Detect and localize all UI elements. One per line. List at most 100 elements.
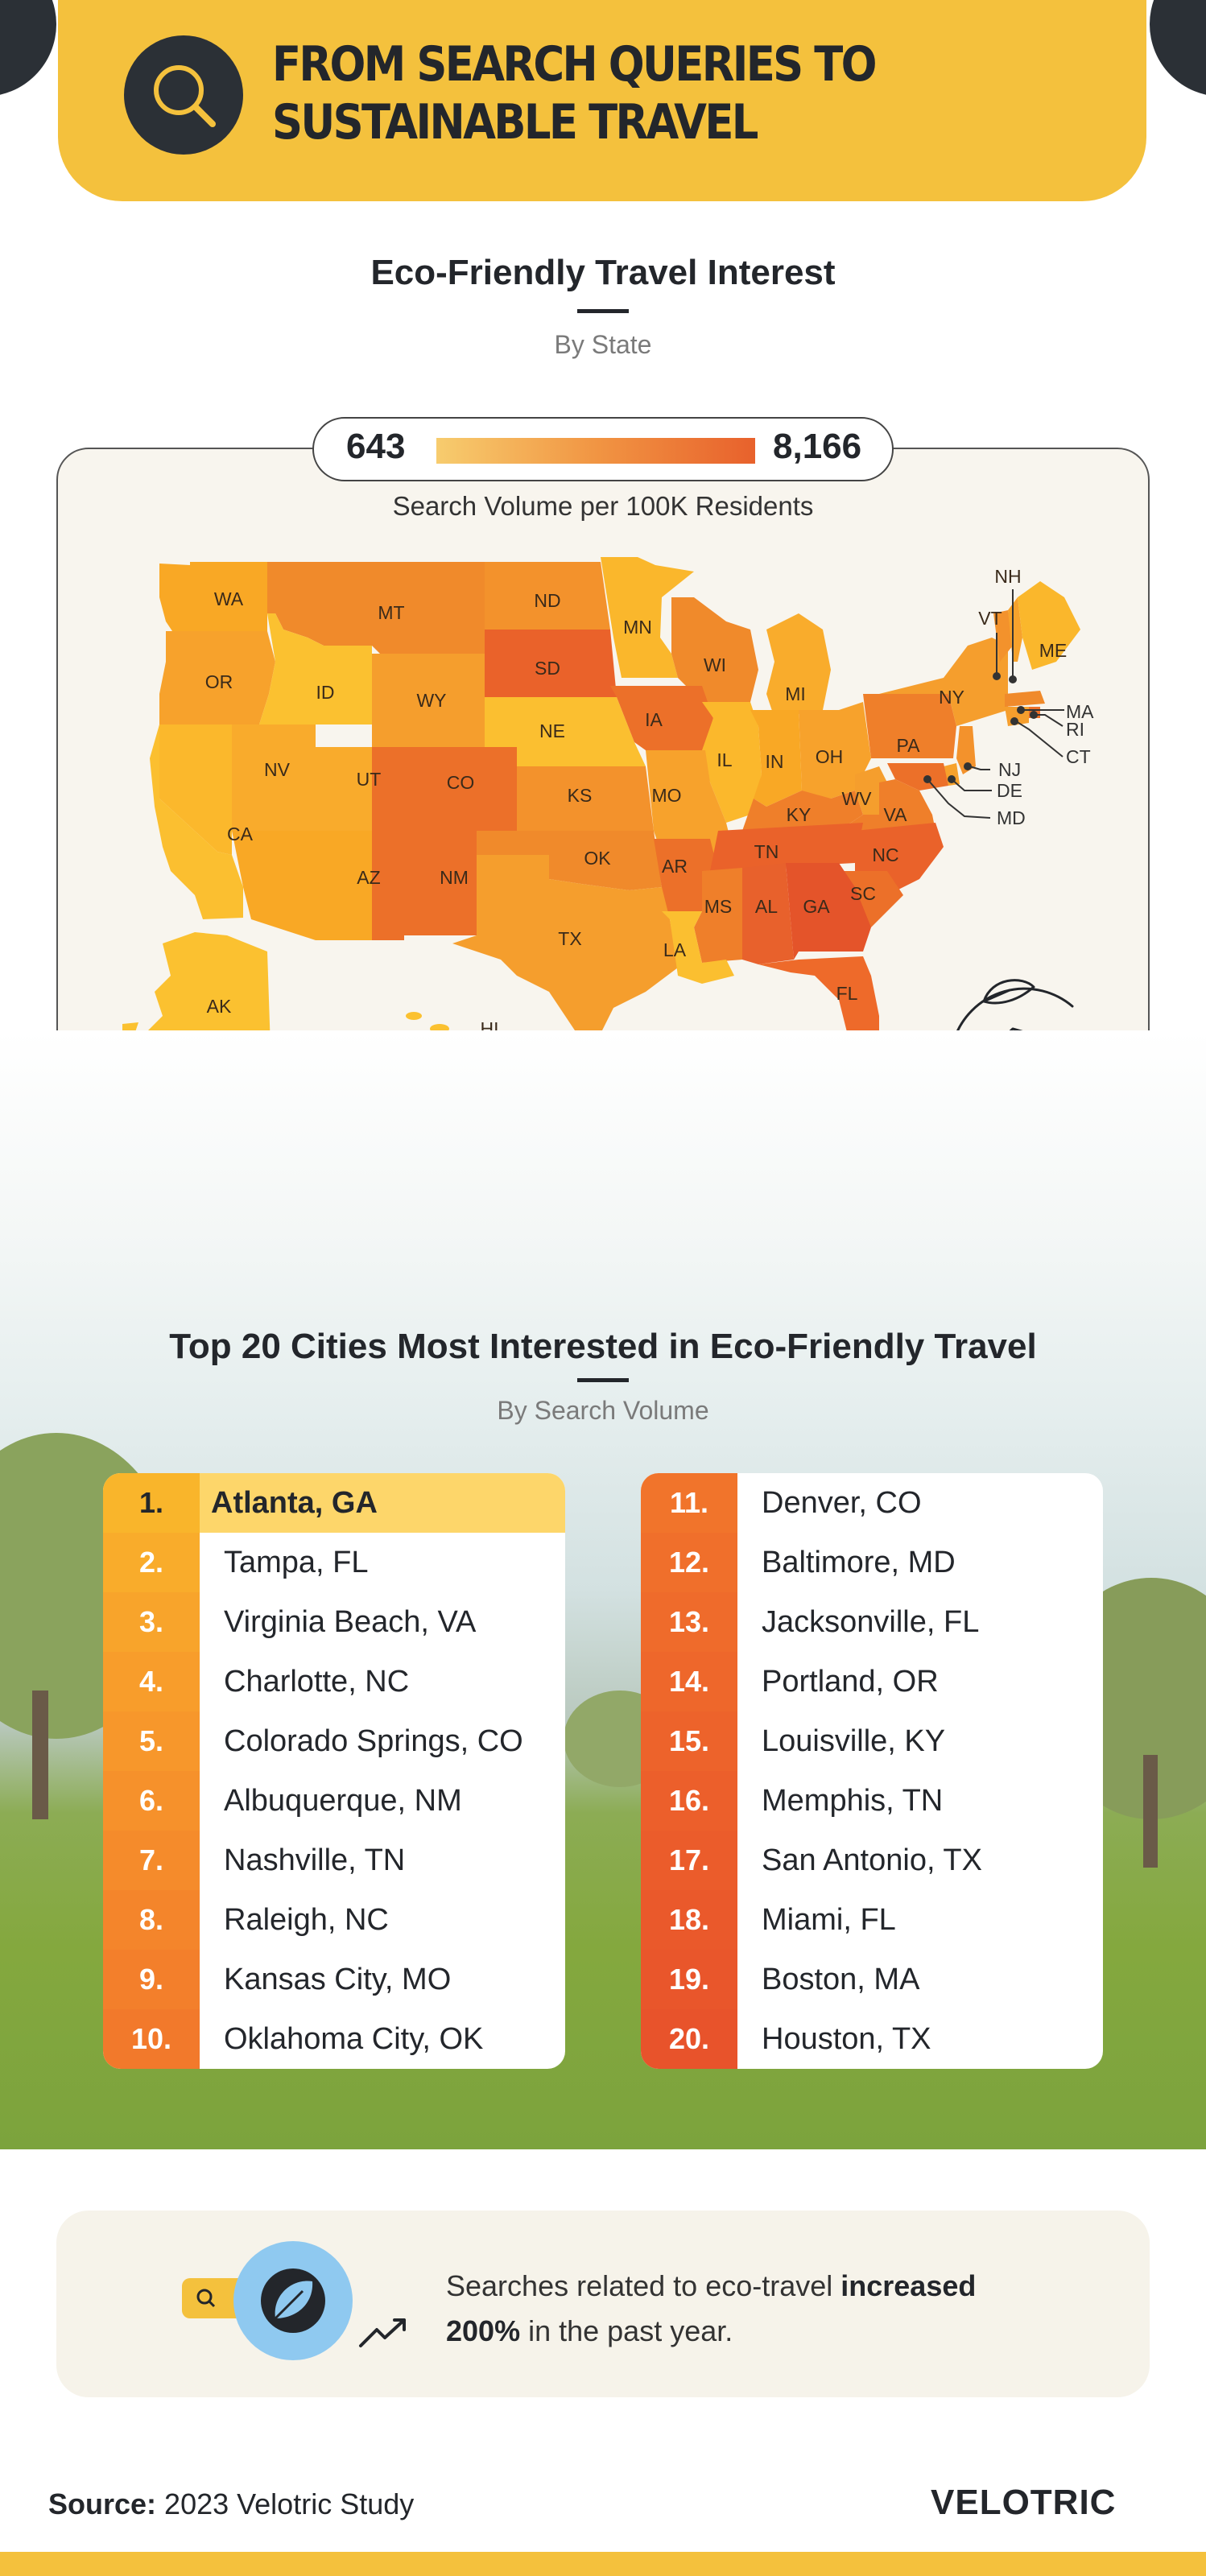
label-MO: MO	[651, 785, 681, 806]
state-TX	[452, 855, 678, 1040]
brand-logo: VELOTRIC	[931, 2483, 1117, 2522]
state-IN	[750, 710, 802, 807]
label-MA: MA	[1066, 701, 1094, 722]
legend-max-value: 8,166	[773, 427, 862, 466]
label-AZ: AZ	[357, 867, 380, 888]
label-CT: CT	[1066, 746, 1091, 767]
state-NV	[159, 724, 232, 855]
stat-text: Searches related to eco-travel increased…	[446, 2264, 1090, 2354]
city-row: 1. Atlanta, GA	[103, 1473, 565, 1533]
state-IA	[610, 686, 713, 750]
state-NJ	[956, 726, 976, 774]
label-AL: AL	[755, 896, 778, 917]
label-WY: WY	[416, 690, 446, 711]
label-ME: ME	[1039, 640, 1068, 661]
city-rank: 11.	[641, 1473, 737, 1533]
source-citation: Source: 2023 Velotric Study	[48, 2487, 414, 2521]
label-IN: IN	[766, 751, 784, 772]
stat-bold-increased: increased	[840, 2269, 977, 2302]
city-name: Albuquerque, NM	[224, 1784, 462, 1818]
city-rank: 10.	[103, 2009, 200, 2069]
state-WY	[372, 654, 485, 747]
city-row: 14. Portland, OR	[641, 1652, 1103, 1711]
stat-callout: Searches related to eco-travel increased…	[56, 2211, 1150, 2397]
label-KY: KY	[787, 804, 812, 825]
city-rank: 15.	[641, 1711, 737, 1771]
city-name: Memphis, TN	[762, 1784, 944, 1818]
city-name: Virginia Beach, VA	[224, 1605, 477, 1639]
label-GA: GA	[803, 896, 830, 917]
label-ID: ID	[316, 682, 335, 703]
city-name: Kansas City, MO	[224, 1963, 452, 1996]
city-row: 6. Albuquerque, NM	[103, 1771, 565, 1831]
label-WA: WA	[214, 588, 244, 609]
city-name: Colorado Springs, CO	[224, 1724, 523, 1758]
city-rank: 16.	[641, 1771, 737, 1831]
state-MD	[887, 763, 948, 791]
city-list-left: 1. Atlanta, GA 2. Tampa, FL 3. Virginia Beach…	[103, 1473, 565, 2069]
city-name: Miami, FL	[762, 1903, 896, 1937]
city-rank: 7.	[103, 1831, 200, 1890]
us-choropleth-map: WA MT ND MN OR ID WY SD WI MI NY VT NH M…	[122, 557, 1103, 1156]
cities-section-title: Top 20 Cities Most Interested in Eco-Fri…	[169, 1327, 1037, 1366]
bottom-accent-bar	[0, 2552, 1206, 2576]
state-MO	[646, 750, 734, 863]
cities-title-divider	[577, 1378, 629, 1382]
state-WA	[159, 562, 267, 631]
city-row: 7. Nashville, TN	[103, 1831, 565, 1890]
city-row: 19. Boston, MA	[641, 1950, 1103, 2009]
city-row: 17. San Antonio, TX	[641, 1831, 1103, 1890]
label-CO: CO	[447, 772, 475, 793]
city-name: Baltimore, MD	[762, 1546, 956, 1579]
city-rank: 17.	[641, 1831, 737, 1890]
city-name: Atlanta, GA	[211, 1486, 378, 1520]
label-OH: OH	[816, 746, 844, 767]
header-banner: FROM SEARCH QUERIES TO SUSTAINABLE TRAVE…	[58, 0, 1146, 201]
stat-bold-percent: 200%	[446, 2314, 521, 2347]
state-DE	[944, 763, 960, 786]
state-NH	[1008, 597, 1022, 662]
label-ND: ND	[534, 590, 560, 611]
state-ID	[259, 613, 372, 724]
label-RI: RI	[1066, 719, 1084, 740]
label-MS: MS	[704, 896, 733, 917]
state-ME	[1018, 581, 1080, 670]
label-WV: WV	[841, 788, 872, 809]
state-LA	[662, 911, 734, 984]
label-VA: VA	[884, 804, 908, 825]
label-VT: VT	[978, 608, 1002, 629]
label-CA: CA	[227, 824, 254, 844]
city-rank: 1.	[103, 1473, 200, 1533]
state-NE	[485, 697, 646, 766]
state-SD	[485, 630, 617, 697]
tree-trunk-left	[32, 1690, 48, 1819]
city-row: 8. Raleigh, NC	[103, 1890, 565, 1950]
city-rank: 19.	[641, 1950, 737, 2009]
label-OR: OR	[205, 671, 233, 692]
city-rank: 8.	[103, 1890, 200, 1950]
callout-labels: MA RI CT NJ DE MD	[997, 701, 1094, 828]
state-WI	[671, 597, 758, 702]
city-name: Nashville, TN	[224, 1843, 406, 1877]
city-name: Boston, MA	[762, 1963, 920, 1996]
state-KS	[517, 766, 654, 831]
stat-text-before: Searches related to eco-travel	[446, 2269, 841, 2302]
label-NJ: NJ	[998, 759, 1021, 780]
city-row: 3. Virginia Beach, VA	[103, 1592, 565, 1652]
title-divider	[577, 309, 629, 313]
state-ND	[485, 562, 610, 630]
city-row: 11. Denver, CO	[641, 1473, 1103, 1533]
city-row: 15. Louisville, KY	[641, 1711, 1103, 1771]
map-section-subtitle: By State	[554, 330, 652, 359]
city-rank: 14.	[641, 1652, 737, 1711]
callout-lines	[923, 589, 1064, 819]
state-NY	[879, 638, 1008, 726]
label-PA: PA	[897, 735, 921, 756]
city-rank: 5.	[103, 1711, 200, 1771]
label-IA: IA	[645, 709, 663, 730]
source-value: 2023 Velotric Study	[156, 2487, 415, 2520]
city-name: Jacksonville, FL	[762, 1605, 980, 1639]
city-rank: 9.	[103, 1950, 200, 2009]
state-VT	[993, 610, 1013, 662]
state-CA	[150, 724, 243, 919]
